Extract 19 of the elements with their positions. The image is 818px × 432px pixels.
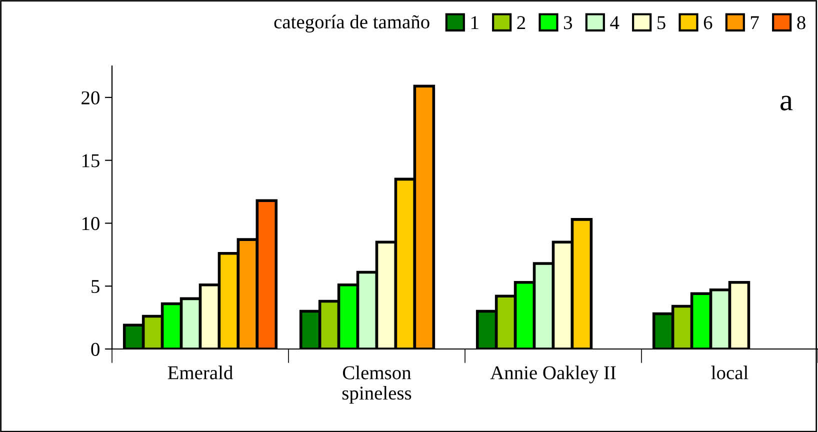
annotation: a bbox=[780, 96, 793, 110]
x-tick-label: Clemson spineless bbox=[342, 366, 412, 404]
legend-title: categoría de tamaño bbox=[274, 14, 430, 33]
legend-label: 6 bbox=[704, 16, 712, 30]
legend-label: 4 bbox=[610, 16, 620, 30]
legend-label: 1 bbox=[471, 16, 478, 30]
y-tick-label: 10 bbox=[82, 217, 100, 230]
legend-label: 5 bbox=[658, 16, 666, 30]
y-tick-label: 15 bbox=[82, 154, 100, 168]
legend-label: 8 bbox=[797, 16, 806, 30]
y-tick-label: 20 bbox=[82, 91, 100, 104]
y-tick-label: 5 bbox=[92, 280, 100, 294]
legend-label: 2 bbox=[517, 16, 526, 30]
y-tick-label: 0 bbox=[91, 342, 100, 356]
x-tick-label: Annie Oakley II bbox=[490, 366, 616, 384]
x-tick-label: Emerald bbox=[168, 366, 233, 380]
legend-label: 7 bbox=[751, 16, 759, 30]
legend-label: 3 bbox=[564, 16, 572, 30]
x-tick-label: local bbox=[711, 366, 748, 380]
